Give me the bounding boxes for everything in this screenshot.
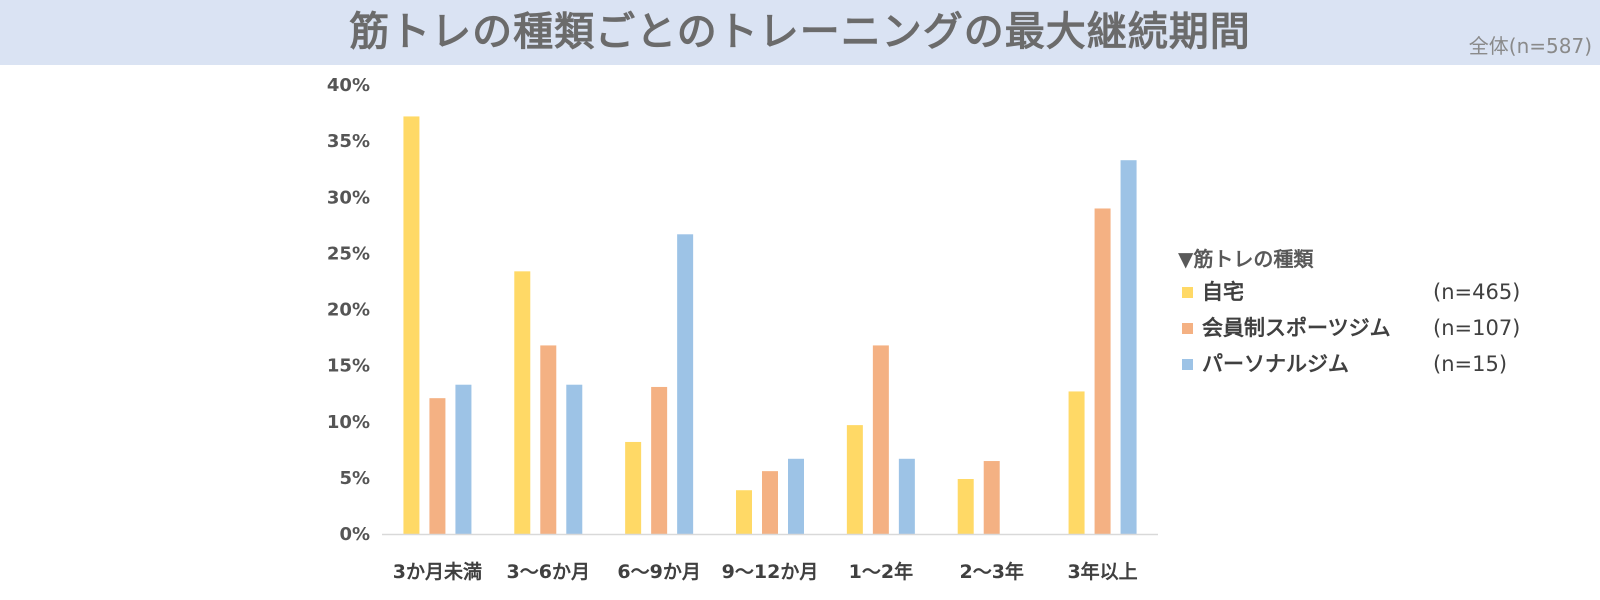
bar: [736, 490, 752, 534]
x-category-label: 2〜3年: [959, 560, 1023, 583]
legend-title: ▼筋トレの種類: [1178, 247, 1314, 271]
legend-swatch-membership-gym: [1182, 323, 1193, 334]
x-category-label: 1〜2年: [849, 560, 913, 583]
y-tick-label: 5%: [339, 468, 370, 489]
y-tick-label: 40%: [327, 75, 370, 96]
y-tick-label: 15%: [327, 356, 370, 377]
x-category-label: 3か月未満: [393, 560, 482, 583]
bar: [957, 478, 974, 534]
x-axis: 3か月未満 3〜6か月 6〜9か月 9〜12か月 1〜2年 2〜3年 3年以上: [393, 560, 1138, 583]
bar: [514, 271, 531, 534]
bar: [566, 384, 583, 534]
legend-sample-size: (n=465): [1433, 280, 1521, 304]
bar: [1068, 391, 1085, 534]
bars: [403, 116, 1137, 535]
bar: [846, 425, 863, 534]
x-category-label: 3年以上: [1067, 560, 1137, 583]
chart-title: 筋トレの種類ごとのトレーニングの最大継続期間: [349, 9, 1251, 55]
y-tick-label: 35%: [327, 131, 370, 152]
bar: [1094, 208, 1111, 534]
bar: [455, 384, 472, 534]
bar: [762, 471, 778, 534]
y-axis: 0% 5% 10% 15% 20% 25% 30% 35% 40%: [327, 75, 370, 545]
legend-sample-size: (n=15): [1433, 352, 1508, 376]
legend-label: 会員制スポーツジム: [1202, 316, 1391, 340]
legend-label: パーソナルジム: [1202, 352, 1349, 376]
bar: [429, 398, 446, 534]
y-tick-label: 25%: [327, 243, 370, 264]
bar: [403, 116, 420, 535]
bar: [1120, 160, 1137, 534]
x-category-label: 3〜6か月: [507, 561, 590, 583]
y-tick-label: 10%: [327, 412, 370, 433]
legend-item-membership-gym: 会員制スポーツジム (n=107): [1178, 310, 1558, 346]
sample-size-note: 全体(n=587): [1468, 34, 1592, 58]
legend-sample-size: (n=107): [1433, 316, 1521, 340]
bar: [788, 458, 804, 534]
y-tick-label: 0%: [339, 524, 370, 545]
bar: [540, 345, 557, 534]
bar: [983, 461, 1000, 534]
legend: ▼筋トレの種類 自宅 (n=465) 会員制スポーツジム (n=107) パーソ…: [1178, 244, 1558, 382]
legend-label: 自宅: [1202, 280, 1244, 304]
x-category-label: 6〜9か月: [617, 561, 700, 583]
legend-swatch-home: [1182, 287, 1193, 298]
bar: [898, 458, 915, 534]
bar: [651, 386, 668, 534]
title-banner: [0, 0, 1600, 65]
x-category-label: 9〜12か月: [722, 561, 819, 583]
bar: [872, 345, 889, 534]
bar: [625, 441, 642, 534]
legend-item-home: 自宅 (n=465): [1178, 274, 1558, 310]
legend-item-personal-gym: パーソナルジム (n=15): [1178, 346, 1558, 382]
bar: [677, 234, 694, 535]
legend-swatch-personal-gym: [1182, 359, 1193, 370]
y-tick-label: 30%: [327, 187, 370, 208]
y-tick-label: 20%: [327, 300, 370, 321]
